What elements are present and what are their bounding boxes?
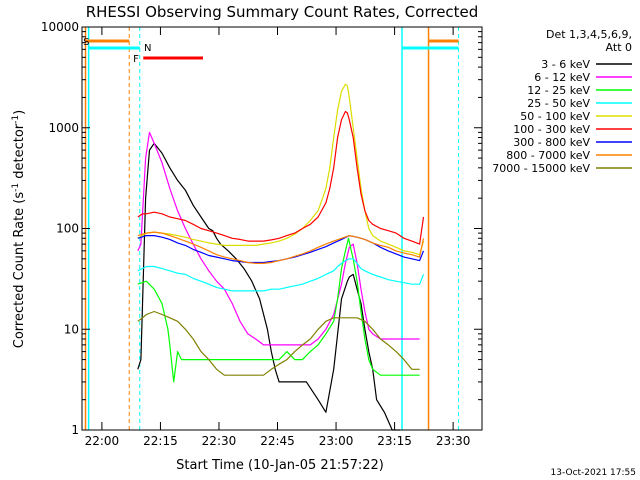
legend-label-6: 100 - 300 keV	[513, 123, 590, 136]
x-tick-label-1: 22:15	[143, 434, 178, 448]
y-tick-label-1: 10	[64, 322, 79, 336]
legend-label-8: 800 - 7000 keV	[506, 149, 590, 162]
y-tick-label-3: 1000	[48, 121, 79, 135]
series-line-8	[137, 231, 425, 264]
x-tick-label-4: 23:00	[319, 434, 354, 448]
y-tick-label-0: 1	[71, 423, 79, 437]
y-tick-label-2: 100	[56, 222, 79, 236]
legend-label-7: 300 - 800 keV	[513, 136, 590, 149]
series-line-3	[137, 237, 420, 383]
series-layer	[137, 83, 425, 431]
y-tick-label-4: 10000	[41, 20, 79, 34]
y-axis-label: Corrected Count Rate (s-1 detector-1)	[11, 110, 27, 348]
x-tick-label-0: 22:00	[85, 434, 120, 448]
x-tick-label-3: 22:45	[260, 434, 295, 448]
legend-label-5: 50 - 100 keV	[520, 110, 590, 123]
y-axis-label-mid: detector	[12, 123, 27, 183]
series-line-5	[137, 83, 425, 256]
y-axis-label-sup1: -1	[11, 183, 21, 192]
legend-header-attenuator: Att 0	[606, 41, 632, 54]
chart-title: RHESSI Observing Summary Count Rates, Co…	[86, 3, 479, 21]
y-axis-label-sup2: -1	[11, 115, 21, 124]
f-label: F	[133, 54, 139, 65]
legend-label-9: 7000 - 15000 keV	[492, 162, 590, 175]
series-line-1	[137, 142, 400, 431]
x-ticks: 22:00 22:15 22:30 22:45 23:00 23:15 23:30	[85, 27, 471, 448]
s-label: S	[83, 37, 89, 48]
series-line-4	[137, 258, 425, 292]
legend-label-4: 25 - 50 keV	[527, 97, 590, 110]
x-tick-label-5: 23:15	[377, 434, 412, 448]
y-axis-label-main: Corrected Count Rate (s	[12, 192, 27, 349]
legend-header-detectors: Det 1,3,4,5,6,9,	[546, 28, 632, 41]
plot-decorations: S NF	[83, 27, 460, 430]
legend-label-2: 6 - 12 keV	[534, 71, 590, 84]
n-label: N	[144, 43, 151, 54]
series-line-2	[137, 131, 420, 346]
timestamp: 13-Oct-2021 17:55	[551, 468, 636, 478]
legend-label-1: 3 - 6 keV	[541, 58, 590, 71]
x-tick-label-6: 23:30	[436, 434, 471, 448]
y-ticks: 1 10 100 1000 10000	[41, 20, 482, 437]
series-line-9	[137, 310, 420, 376]
legend-label-3: 12 - 25 keV	[527, 84, 590, 97]
y-axis-label-end: )	[12, 110, 27, 115]
x-tick-label-2: 22:30	[202, 434, 237, 448]
x-axis-label: Start Time (10-Jan-05 21:57:22)	[176, 458, 384, 473]
series-line-6	[137, 110, 425, 245]
